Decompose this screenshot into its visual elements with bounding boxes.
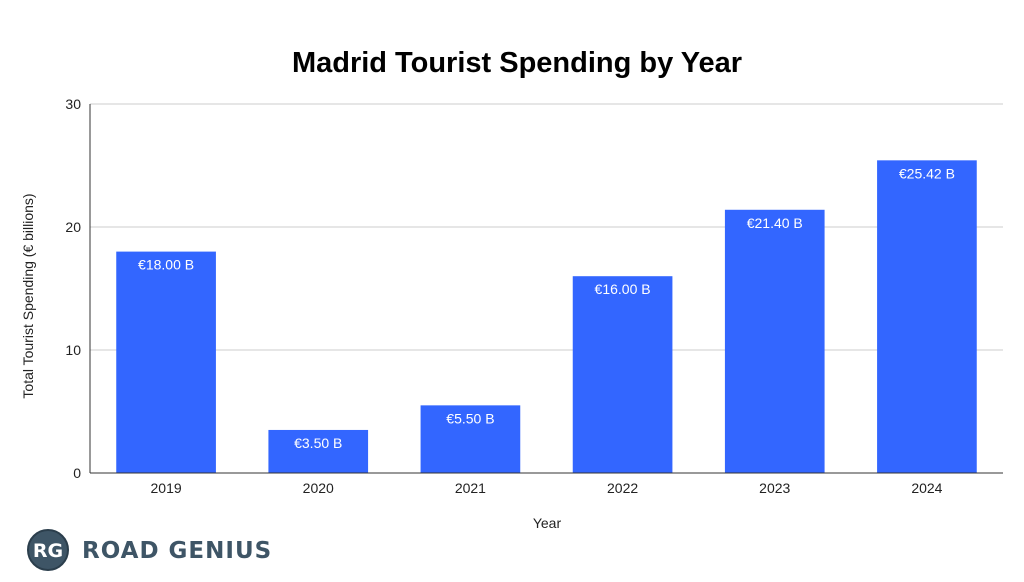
y-tick-label: 30 bbox=[65, 96, 81, 112]
x-tick-label: 2021 bbox=[455, 480, 486, 496]
bar-2024 bbox=[877, 160, 977, 474]
x-axis-title: Year bbox=[533, 515, 562, 531]
data-label-2021: €5.50 B bbox=[446, 410, 494, 426]
chart-title: Madrid Tourist Spending by Year bbox=[292, 47, 742, 79]
bars bbox=[116, 160, 977, 474]
y-axis-title: Total Tourist Spending (€ billions) bbox=[20, 193, 36, 398]
road-genius-logo: RG ROAD GENIUS bbox=[27, 529, 272, 571]
bar-2022 bbox=[572, 276, 673, 473]
data-label-2020: €3.50 B bbox=[294, 435, 342, 451]
x-axis-ticks: 2019 2020 2021 2022 2023 2024 bbox=[151, 480, 943, 496]
y-axis-ticks: 0 10 20 30 bbox=[65, 96, 81, 481]
data-labels: €18.00 B €3.50 B €5.50 B €16.00 B €21.40 B €2… bbox=[138, 165, 955, 451]
gridlines bbox=[90, 103, 1003, 351]
x-tick-label: 2019 bbox=[151, 480, 182, 496]
data-label-2019: €18.00 B bbox=[138, 257, 194, 273]
y-tick-label: 10 bbox=[65, 342, 81, 358]
data-label-2022: €16.00 B bbox=[595, 281, 651, 297]
bar-2021 bbox=[420, 405, 521, 473]
logo-monogram: RG bbox=[33, 540, 63, 562]
x-tick-label: 2022 bbox=[607, 480, 638, 496]
y-tick-label: 20 bbox=[65, 219, 81, 235]
data-label-2024: €25.42 B bbox=[899, 165, 955, 181]
x-tick-label: 2020 bbox=[303, 480, 334, 496]
logo-wordmark: ROAD GENIUS bbox=[82, 538, 272, 564]
logo-badge bbox=[27, 529, 69, 571]
y-tick-label: 0 bbox=[73, 465, 81, 481]
x-tick-label: 2024 bbox=[911, 480, 942, 496]
x-tick-label: 2023 bbox=[759, 480, 790, 496]
bar-2020 bbox=[268, 429, 369, 473]
bar-2019 bbox=[116, 251, 216, 473]
bar-2023 bbox=[724, 209, 825, 473]
data-label-2023: €21.40 B bbox=[747, 215, 803, 231]
